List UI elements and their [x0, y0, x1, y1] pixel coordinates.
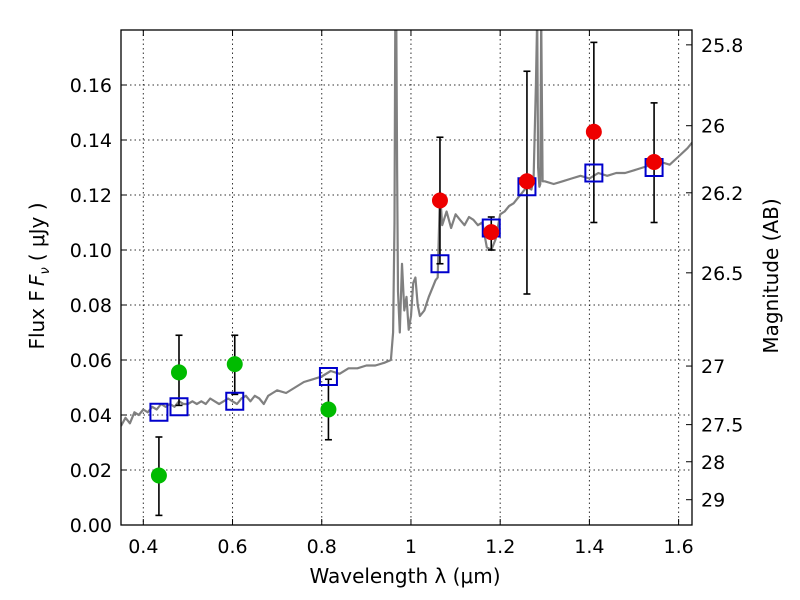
y2-tick-label: 29 — [701, 490, 725, 512]
x-tick-label: 1.6 — [664, 536, 694, 558]
y-axis-label-subscript: ν — [38, 267, 53, 274]
model-photometry-square — [225, 391, 245, 411]
y2-tick-label: 26.2 — [701, 183, 743, 205]
x-tick-label: 0.4 — [128, 536, 158, 558]
y-tick-label: 0.10 — [70, 240, 112, 262]
nir-data-point — [518, 173, 535, 190]
x-axis-label: Wavelength λ (μm) — [309, 564, 500, 588]
model-sed-layer — [121, 30, 692, 427]
y-tick-label: 0.06 — [70, 350, 112, 372]
marker-layer — [149, 123, 664, 484]
x-tick-label: 0.8 — [307, 536, 337, 558]
model-sed-line — [121, 30, 692, 427]
nir-data-point — [646, 154, 663, 170]
model-photometry-square — [318, 367, 338, 386]
model-photometry-square — [149, 402, 169, 422]
y-tick-label: 0.14 — [70, 130, 112, 152]
y-tick-label: 0.12 — [70, 185, 112, 207]
y-axis-label: Flux F Fν ( μJy ) — [25, 203, 53, 350]
x-tick-label: 1.4 — [574, 536, 604, 558]
plot-frame — [120, 29, 693, 526]
optical-data-point — [320, 401, 337, 418]
model-photometry-square — [584, 163, 604, 183]
model-photometry-square — [430, 254, 450, 274]
y2-tick-labels: 25.8 26 26.2 26.5 27 27.5 28 29 — [701, 35, 743, 512]
y-tick-label: 0.00 — [70, 515, 112, 537]
grid — [121, 30, 692, 526]
tick-marks — [121, 30, 692, 526]
y-tick-label: 0.04 — [70, 405, 112, 427]
y2-tick-label: 26 — [701, 116, 725, 138]
y-tick-label: 0.08 — [70, 295, 112, 317]
optical-data-point — [150, 467, 167, 484]
y2-tick-label: 26.5 — [701, 263, 743, 285]
nir-data-point — [431, 192, 448, 209]
y2-tick-label: 27 — [701, 356, 725, 378]
y2-tick-label: 28 — [701, 452, 725, 474]
x-tick-labels: 0.4 0.6 0.8 1 1.2 1.4 1.6 — [128, 536, 694, 558]
y-tick-label: 0.02 — [70, 460, 112, 482]
nir-data-point — [585, 123, 602, 140]
y2-axis-label: Magnitude (AB) — [759, 198, 783, 353]
model-photometry-square — [169, 397, 189, 417]
y-axis-label-name: Flux F — [25, 290, 49, 349]
x-tick-label: 1.2 — [485, 536, 515, 558]
x-tick-label: 1 — [405, 536, 417, 558]
optical-data-point — [226, 356, 243, 373]
x-tick-label: 0.6 — [217, 536, 247, 558]
y-axis-label-symbol: F — [25, 274, 49, 286]
y-tick-labels: 0.00 0.02 0.04 0.06 0.08 0.10 0.12 0.14 0.16 — [70, 75, 112, 537]
y2-tick-label: 25.8 — [701, 35, 743, 57]
optical-data-point — [170, 364, 187, 381]
y-axis-label-unit: ( μJy ) — [25, 203, 49, 262]
nir-data-point — [483, 224, 500, 241]
y2-tick-label: 27.5 — [701, 415, 743, 437]
y-tick-label: 0.16 — [70, 75, 112, 97]
